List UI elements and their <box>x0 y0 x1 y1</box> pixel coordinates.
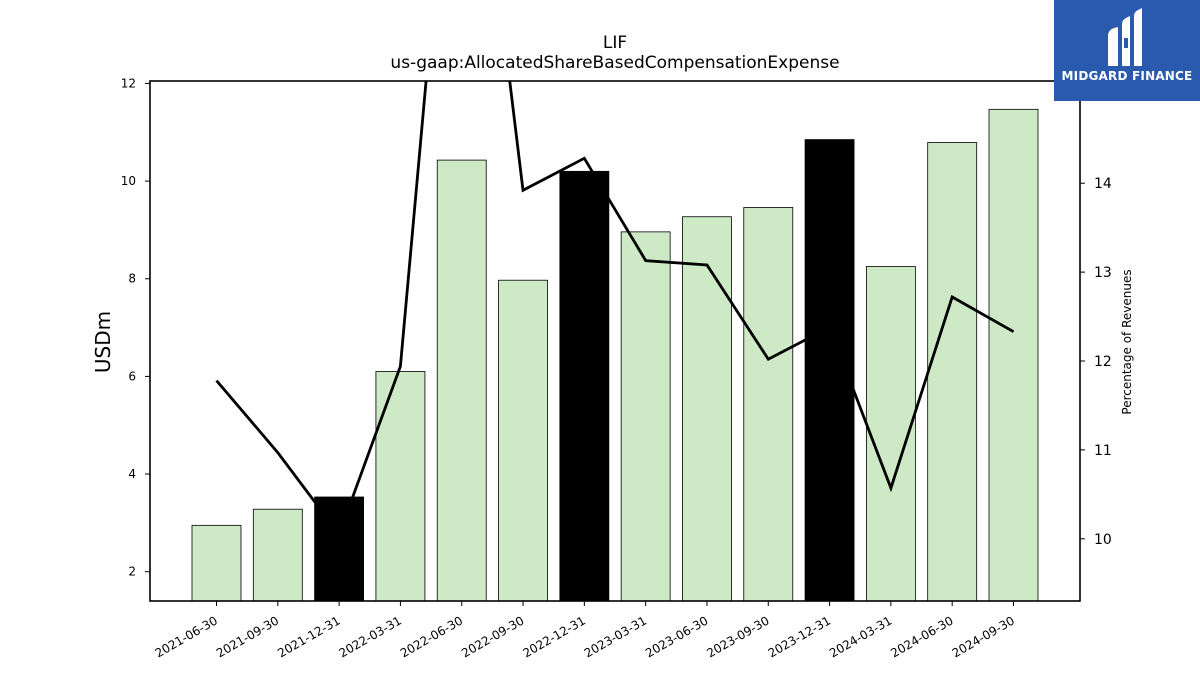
bar <box>682 216 732 602</box>
x-tick-label: 2023-09-30 <box>704 613 771 660</box>
y-tick-label: 6 <box>128 369 136 383</box>
bar <box>375 371 426 602</box>
y2-tick-label: 12 <box>1094 354 1112 370</box>
logo-mark-icon <box>1108 8 1142 66</box>
bar <box>620 231 671 602</box>
y-tick-label: 2 <box>128 565 136 579</box>
x-tick-label: 2021-09-30 <box>214 613 281 660</box>
series-line <box>215 81 1015 538</box>
y-axis-label: USDm <box>91 311 115 373</box>
x-tick-label: 2021-12-31 <box>275 613 342 660</box>
bar <box>743 207 794 602</box>
x-tick-label: 2021-06-30 <box>153 613 220 660</box>
line-layer <box>215 81 1015 538</box>
bars-layer <box>191 108 1039 602</box>
y-tick-label: 8 <box>128 272 136 286</box>
x-tick-label: 2022-03-31 <box>337 613 404 660</box>
x-tick-label: 2023-03-31 <box>582 613 649 660</box>
bar <box>559 170 610 602</box>
plot-frame <box>149 80 1081 602</box>
y2-tick-label: 10 <box>1094 532 1112 548</box>
bar <box>252 508 303 602</box>
y2-tick-label: 14 <box>1094 176 1112 192</box>
bar <box>988 108 1039 602</box>
bar <box>927 142 978 602</box>
bar <box>436 159 487 602</box>
y2-tick-label: 13 <box>1094 265 1112 281</box>
bar <box>498 279 548 602</box>
y-tick-label: 12 <box>121 76 136 90</box>
logo-text: MIDGARD FINANCE <box>1061 69 1193 83</box>
bar <box>191 524 242 602</box>
x-tick-label: 2023-12-31 <box>766 613 833 660</box>
midgard-finance-logo: MIDGARD FINANCE <box>1054 0 1200 101</box>
x-tick-label: 2024-09-30 <box>950 613 1017 660</box>
y-tick-label: 4 <box>128 467 136 481</box>
x-tick-label: 2023-06-30 <box>643 613 710 660</box>
x-tick-label: 2022-12-31 <box>520 613 587 660</box>
y2-tick-label: 11 <box>1094 443 1112 459</box>
y-tick-label: 10 <box>121 174 136 188</box>
x-tick-label: 2024-03-31 <box>827 613 894 660</box>
chart-title: LIF <box>603 33 627 53</box>
x-tick-label: 2024-06-30 <box>888 613 955 660</box>
y2-axis-label: Percentage of Revenues <box>1120 269 1134 414</box>
x-tick-label: 2022-06-30 <box>398 613 465 660</box>
chart-subtitle: us-gaap:AllocatedShareBasedCompensationE… <box>390 53 839 73</box>
x-tick-label: 2022-09-30 <box>459 613 526 660</box>
